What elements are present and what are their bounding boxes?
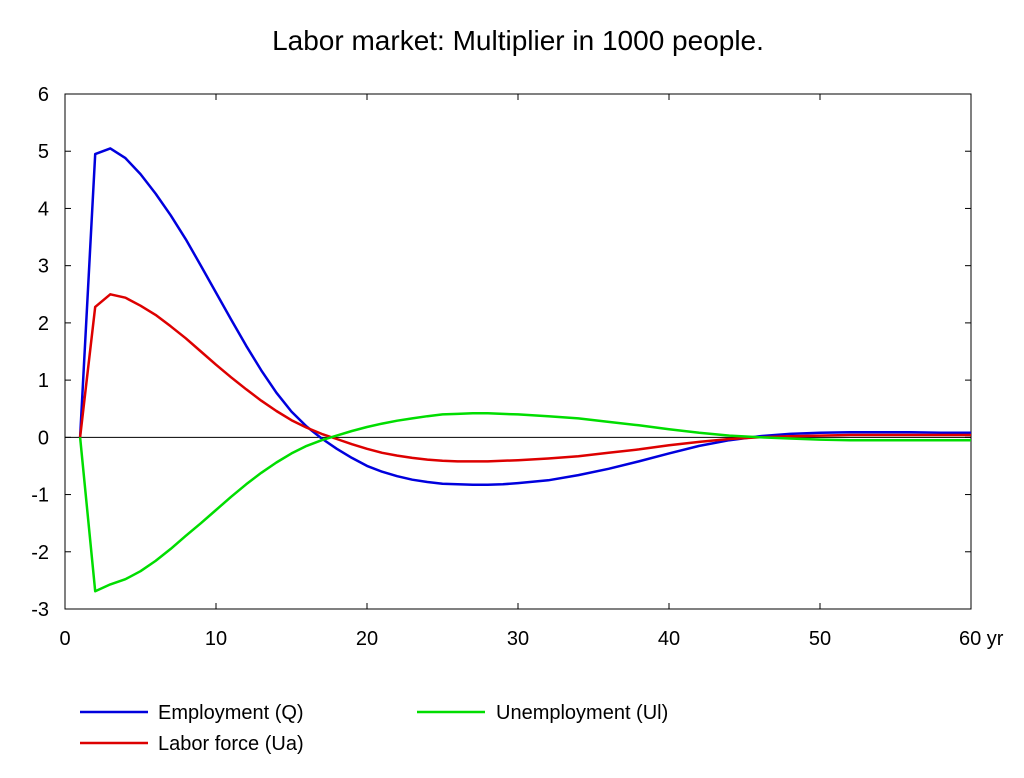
x-tick-label: 10: [205, 628, 227, 650]
y-tick-label: 6: [38, 84, 49, 106]
x-tick-label: 40: [658, 628, 680, 650]
x-tick-label: 30: [507, 628, 529, 650]
x-tick-label: 0: [59, 628, 70, 650]
series-lines: [78, 147, 971, 593]
legend-label-2: Unemployment (Ul): [496, 702, 668, 724]
y-tick-label: 5: [38, 141, 49, 163]
y-tick-label: 1: [38, 370, 49, 392]
legend-label-1: Labor force (Ua): [158, 733, 304, 755]
x-tick-label: 20: [356, 628, 378, 650]
x-tick-label: 50: [809, 628, 831, 650]
legend-label-0: Employment (Q): [158, 702, 304, 724]
legend: Employment (Q) Labor force (Ua) Unemployme…: [80, 702, 668, 755]
y-tick-label: 2: [38, 313, 49, 335]
y-tick-label: 3: [38, 256, 49, 278]
y-tick-label: 0: [38, 427, 49, 449]
chart-title: Labor market: Multiplier in 1000 people.: [272, 25, 764, 56]
y-tick-label: -2: [31, 542, 49, 564]
x-tick-label: 60 yr: [959, 628, 1004, 650]
y-tick-label: -1: [31, 485, 49, 507]
series-line-1: [78, 293, 971, 463]
y-tick-label: 4: [38, 198, 49, 220]
y-tick-label: -3: [31, 599, 49, 621]
series-line-2: [78, 412, 971, 593]
